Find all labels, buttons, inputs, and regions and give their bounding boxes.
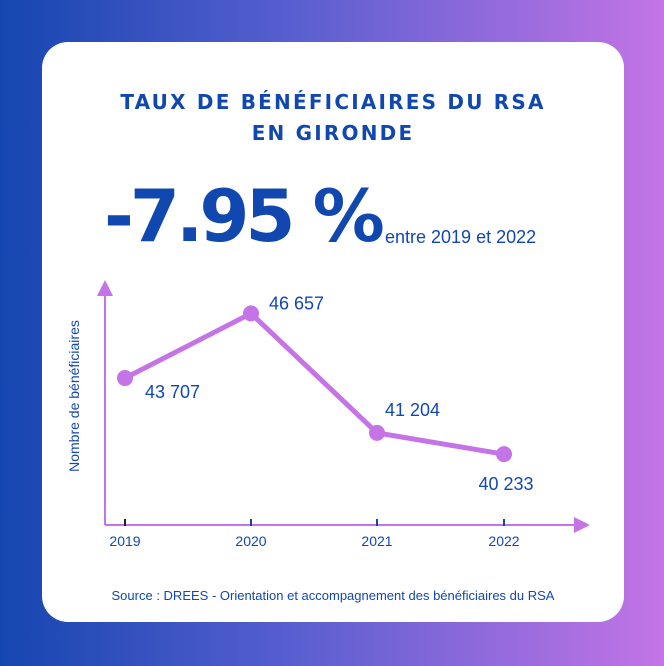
data-label: 43 707 (145, 382, 200, 402)
source-note: Source : DREES - Orientation et accompag… (111, 588, 555, 603)
data-label: 40 233 (478, 474, 533, 494)
kpi-subtitle: entre 2019 et 2022 (385, 227, 537, 247)
infographic-card: TAUX DE BÉNÉFICIAIRES DU RSA EN GIRONDE … (42, 42, 624, 622)
line-chart: Nombre de bénéficiaires 2019 2020 2021 2022… (66, 280, 590, 549)
x-tick-label: 2019 (109, 533, 140, 549)
data-label: 46 657 (269, 293, 324, 313)
data-point (243, 305, 259, 322)
series-line (122, 310, 507, 457)
y-axis-label: Nombre de bénéficiaires (66, 320, 82, 472)
title-line-1: TAUX DE BÉNÉFICIAIRES DU RSA (120, 90, 546, 114)
x-tick-label: 2022 (488, 533, 519, 549)
x-tick-label: 2020 (235, 533, 266, 549)
x-tick-label: 2021 (361, 533, 392, 549)
title-line-2: EN GIRONDE (251, 121, 415, 145)
kpi-value: -7.95 % (104, 174, 385, 258)
data-point (117, 370, 133, 387)
data-label: 41 204 (385, 400, 440, 420)
data-point (369, 424, 385, 441)
data-point (496, 446, 512, 463)
